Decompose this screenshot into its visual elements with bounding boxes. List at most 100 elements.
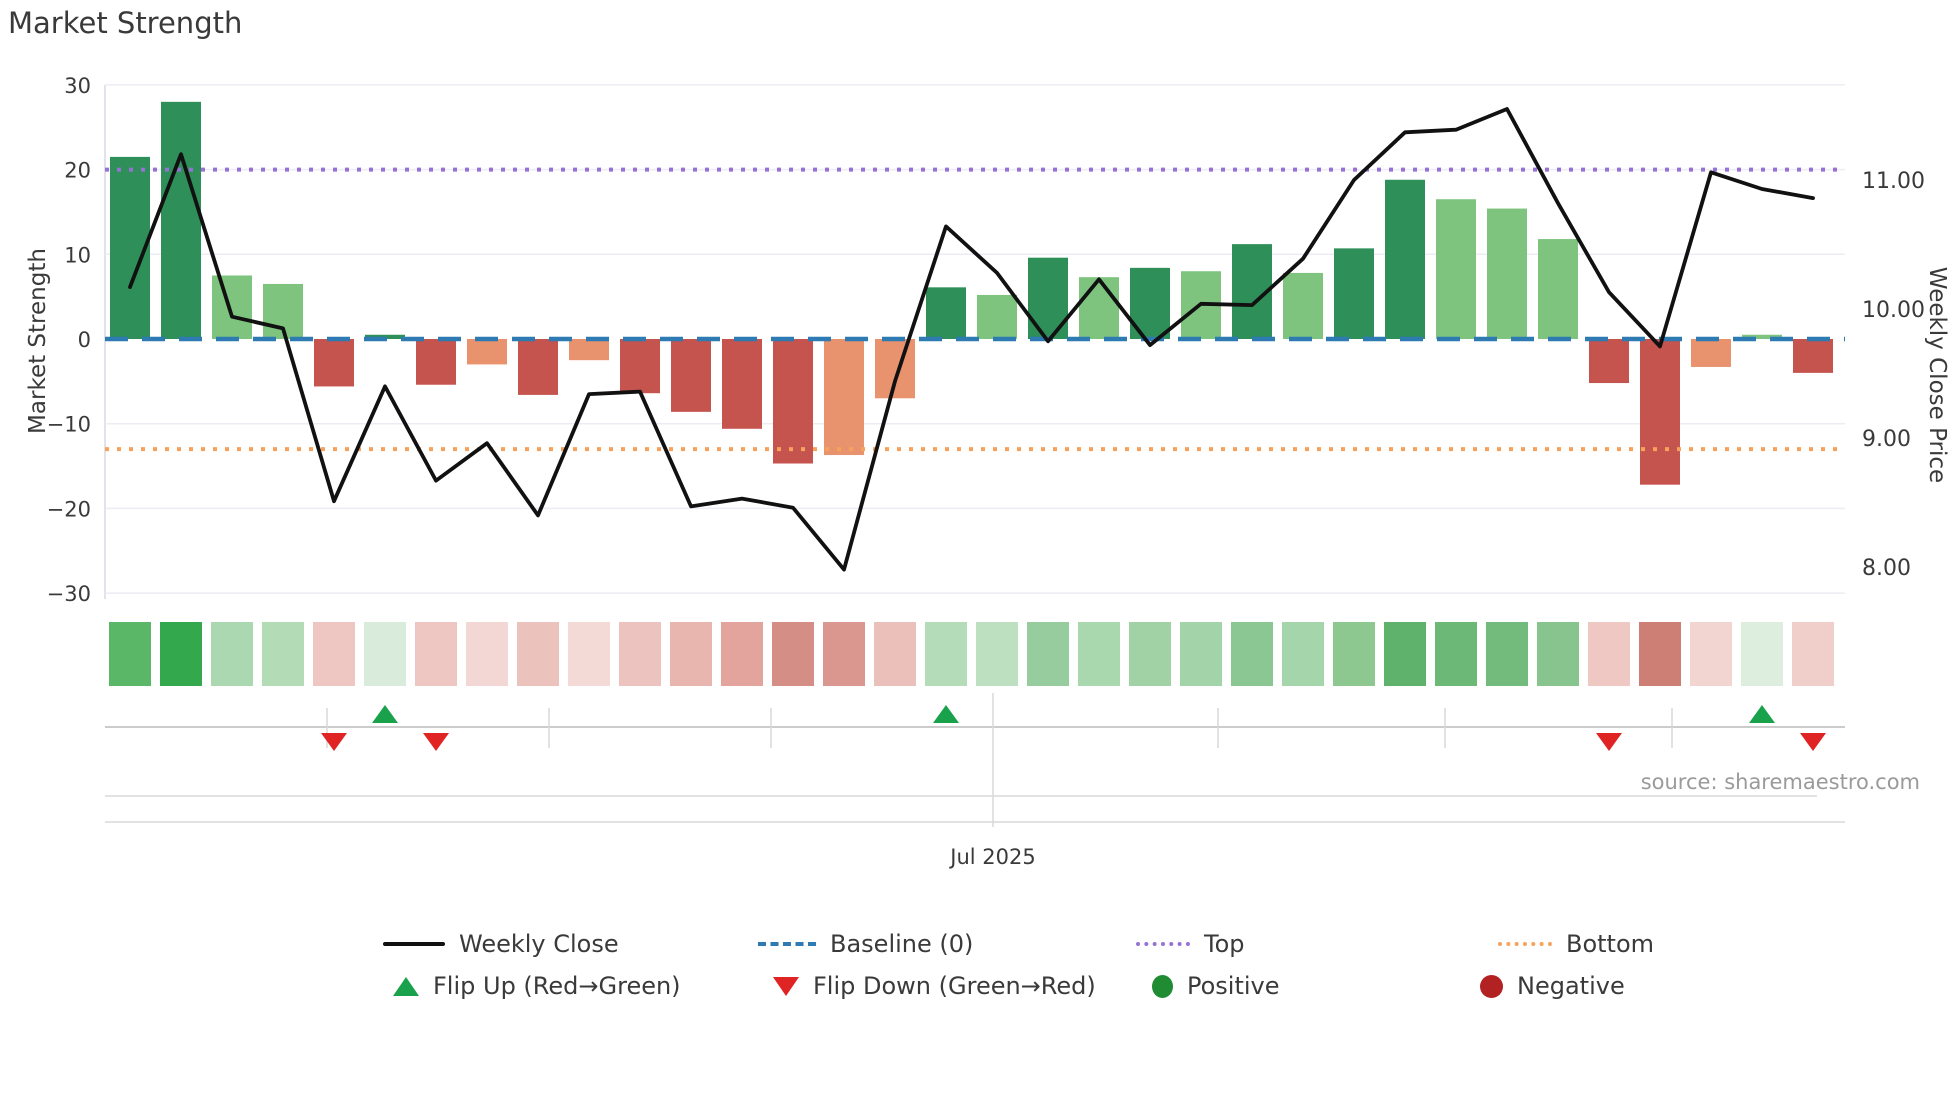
legend-item-negative: Negative [1480, 972, 1625, 1000]
strength-bar [467, 339, 507, 365]
flip-down-marker [423, 733, 449, 751]
right-tick-label: 10.00 [1862, 298, 1925, 323]
left-tick-label: 20 [64, 159, 91, 183]
weekly-close-line-swatch [383, 942, 445, 946]
strength-bar [875, 339, 915, 399]
strength-bar [773, 339, 813, 464]
heat-strip-cell [1027, 622, 1069, 686]
heat-strip-cell [823, 622, 865, 686]
negative-circle-icon [1480, 974, 1503, 998]
heat-strip-cell [1741, 622, 1783, 686]
right-tick-label: 11.00 [1862, 169, 1925, 194]
legend-row-2: Flip Up (Red→Green) Flip Down (Green→Red… [0, 972, 1960, 1006]
flip-up-triangle-icon [393, 976, 419, 996]
heat-strip-cell [1690, 622, 1732, 686]
strength-bar [1487, 208, 1527, 339]
strength-bar [824, 339, 864, 456]
heat-strip-cell [262, 622, 304, 686]
legend-label: Baseline (0) [830, 930, 974, 958]
legend-item-bottom: Bottom [1498, 930, 1654, 958]
strength-bar [1283, 272, 1323, 339]
legend-item-flip-down: Flip Down (Green→Red) [773, 972, 1096, 1000]
left-tick-label: 0 [78, 328, 91, 352]
bottom-dotted-swatch [1498, 942, 1552, 946]
heat-strip-cell [670, 622, 712, 686]
legend-item-positive: Positive [1152, 972, 1280, 1000]
legend-label: Negative [1517, 972, 1625, 1000]
heat-strip-cell [976, 622, 1018, 686]
heat-strip-cell [517, 622, 559, 686]
legend-item-flip-up: Flip Up (Red→Green) [393, 972, 681, 1000]
heat-strip-cell [415, 622, 457, 686]
heat-strip-cell [211, 622, 253, 686]
legend-item-weekly-close: Weekly Close [383, 930, 619, 958]
left-tick-label: −20 [47, 497, 91, 521]
heat-strip-cell [109, 622, 151, 686]
heat-strip-cell [1129, 622, 1171, 686]
flip-down-marker [1800, 733, 1826, 751]
strength-bar [1691, 339, 1731, 367]
heat-strip-cell [1231, 622, 1273, 686]
strength-bar [620, 339, 660, 394]
strength-bar [926, 287, 966, 339]
weekly-close-line [128, 107, 1815, 572]
page-title: Market Strength [8, 6, 243, 40]
heat-strip-cell [1486, 622, 1528, 686]
legend-label: Positive [1187, 972, 1280, 1000]
heat-strip-cell [364, 622, 406, 686]
strength-bar [569, 339, 609, 361]
strength-bar [977, 294, 1017, 339]
heat-strip-cell [1180, 622, 1222, 686]
heat-strip-cell [619, 622, 661, 686]
heat-strip-cell [1588, 622, 1630, 686]
flip-down-marker [1596, 733, 1622, 751]
left-tick-label: −10 [47, 413, 91, 437]
heat-strip-cell [874, 622, 916, 686]
legend-label: Weekly Close [459, 930, 619, 958]
positive-circle-icon [1152, 974, 1173, 998]
heat-strip-cell [160, 622, 202, 686]
strength-bar [416, 339, 456, 385]
legend-label: Flip Up (Red→Green) [433, 972, 681, 1000]
strength-bar [212, 275, 252, 339]
baseline-dash-swatch [758, 942, 816, 946]
heat-strip-cell [313, 622, 355, 686]
strength-bar [1079, 277, 1119, 339]
strength-bar [314, 339, 354, 387]
x-tick-label: Jul 2025 [950, 845, 1036, 869]
flip-down-triangle-icon [773, 976, 799, 996]
legend-row-1: Weekly Close Baseline (0) Top Bottom [0, 930, 1960, 964]
legend-item-top: Top [1136, 930, 1245, 958]
legend-item-baseline: Baseline (0) [758, 930, 973, 958]
strength-bar [1589, 339, 1629, 384]
heat-strip-cell [1639, 622, 1681, 686]
source-text: source: sharemaestro.com [1640, 770, 1920, 794]
strength-bar [1742, 334, 1782, 339]
strength-bar [1640, 339, 1680, 485]
strength-bar [1793, 339, 1833, 373]
heat-strip-cell [466, 622, 508, 686]
heat-strip-cell [925, 622, 967, 686]
flip-up-marker [1749, 705, 1775, 723]
legend-label: Flip Down (Green→Red) [813, 972, 1096, 1000]
heat-strip-cell [1792, 622, 1834, 686]
heat-strip-cell [568, 622, 610, 686]
strength-bar [1385, 179, 1425, 339]
heat-strip-cell [1537, 622, 1579, 686]
heat-strip-cell [772, 622, 814, 686]
strength-bar [671, 339, 711, 412]
heat-strip-cell [1435, 622, 1477, 686]
strength-bar [1334, 248, 1374, 339]
flip-up-marker [372, 705, 398, 723]
legend-label: Top [1204, 930, 1245, 958]
strength-bar [722, 339, 762, 429]
flip-up-marker [933, 705, 959, 723]
left-tick-label: −30 [47, 582, 91, 606]
strength-bar [1436, 199, 1476, 339]
left-tick-label: 30 [64, 74, 91, 98]
heat-strip-cell [1078, 622, 1120, 686]
strength-bar [1538, 239, 1578, 339]
right-tick-label: 9.00 [1862, 427, 1911, 452]
